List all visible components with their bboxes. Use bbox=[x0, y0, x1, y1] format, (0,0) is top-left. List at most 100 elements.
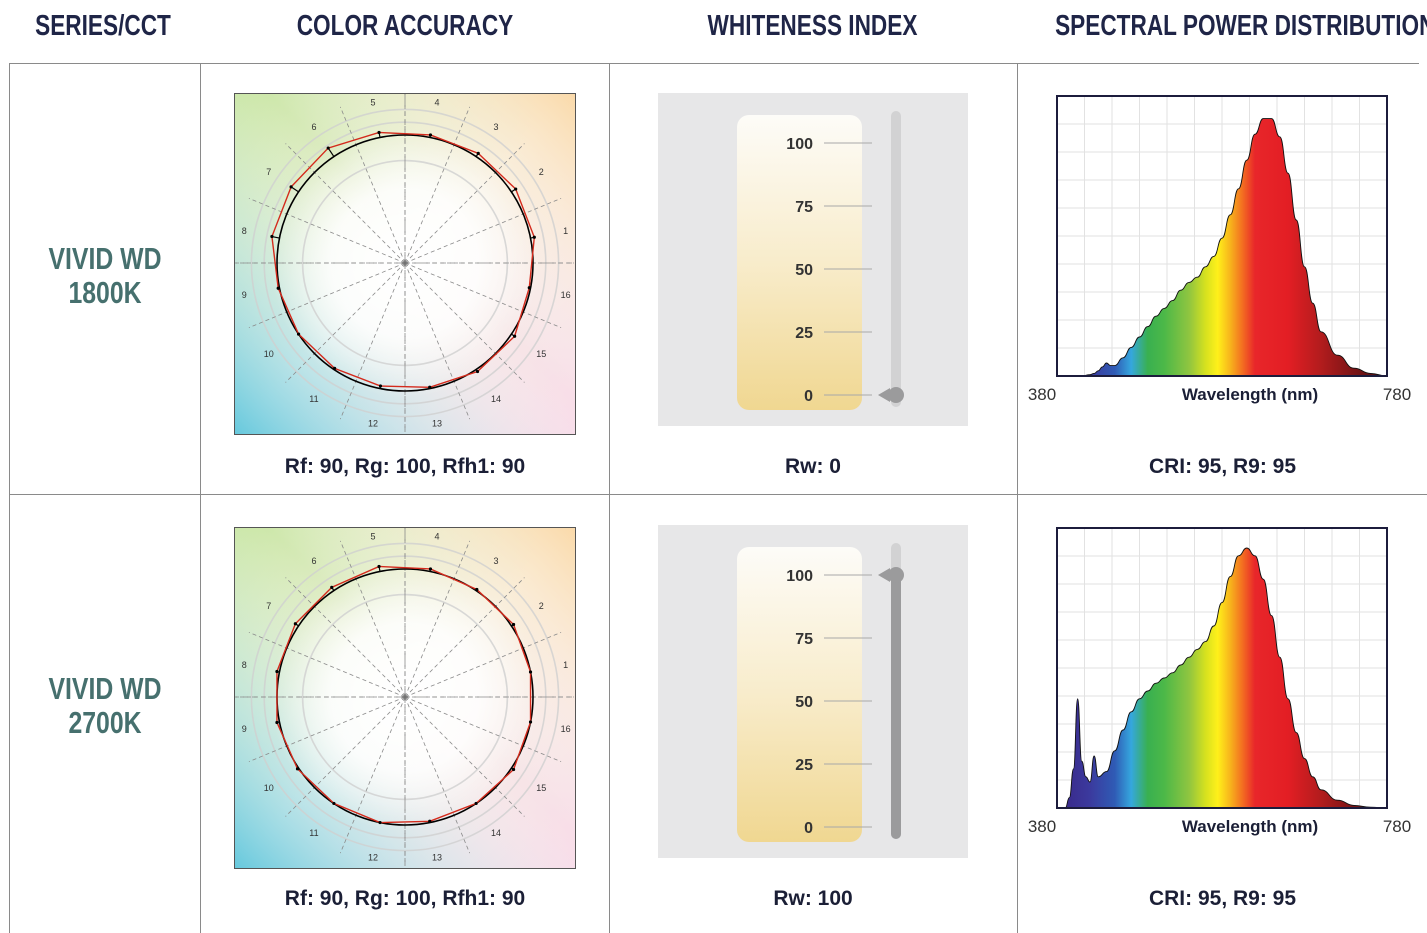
whiteness-tick-label: 25 bbox=[795, 325, 813, 342]
cvg-hue-label: 5 bbox=[371, 97, 376, 107]
cvg-hue-label: 1 bbox=[563, 660, 568, 670]
whiteness-knob bbox=[888, 387, 904, 403]
series-cct: 1800K bbox=[29, 276, 181, 310]
cvg-shift-point bbox=[379, 384, 382, 387]
row-divider bbox=[9, 494, 1427, 495]
cvg-shift-point bbox=[377, 565, 380, 568]
spd-xmin-label: 380 bbox=[1028, 385, 1056, 404]
cvg-hue-label: 13 bbox=[432, 853, 442, 863]
whiteness-tick-label: 25 bbox=[795, 757, 813, 774]
whiteness-tick-label: 0 bbox=[804, 388, 813, 405]
cvg-hue-label: 12 bbox=[368, 853, 378, 863]
spd-xaxis-title: Wavelength (nm) bbox=[1182, 817, 1318, 836]
whiteness-tick-label: 75 bbox=[795, 631, 813, 648]
spd-xmin-label: 380 bbox=[1028, 817, 1056, 836]
cvg-shift-point bbox=[429, 133, 432, 136]
cvg-hue-label: 2 bbox=[539, 167, 544, 177]
cvg-shift-point bbox=[275, 670, 278, 673]
cvg-hue-label: 3 bbox=[494, 122, 499, 132]
cvg-hue-label: 7 bbox=[266, 601, 271, 611]
cvg-shift-point bbox=[330, 586, 333, 589]
cvg-shift-point bbox=[428, 820, 431, 823]
whiteness-tick-label: 0 bbox=[804, 820, 813, 837]
cvg-shift-point bbox=[529, 670, 532, 673]
cvg-shift-point bbox=[512, 768, 515, 771]
cvg-shift-point bbox=[514, 187, 517, 190]
cvg-hue-label: 11 bbox=[309, 394, 318, 404]
cvg-hue-label: 6 bbox=[311, 556, 316, 566]
cvg-hue-label: 3 bbox=[494, 556, 499, 566]
cvg-hue-label: 11 bbox=[309, 828, 318, 838]
cvg-hue-label: 9 bbox=[242, 724, 247, 734]
cvg-hue-label: 1 bbox=[563, 226, 568, 236]
cvg-hue-label: 5 bbox=[371, 531, 376, 541]
series-name: VIVID WD bbox=[29, 242, 181, 276]
whiteness-tick-label: 100 bbox=[786, 568, 813, 585]
cvg-shift-point bbox=[533, 236, 536, 239]
cvg-shift-point bbox=[529, 720, 532, 723]
cvg-hue-label: 8 bbox=[242, 660, 247, 670]
cvg-shift-point bbox=[475, 588, 478, 591]
series-name: VIVID WD bbox=[29, 672, 181, 706]
whiteness-caption: Rw: 100 bbox=[618, 887, 1008, 911]
cvg-shift-point bbox=[294, 622, 297, 625]
cvg-shift-point bbox=[377, 131, 380, 134]
cvg-shift-point bbox=[378, 821, 381, 824]
whiteness-knob bbox=[888, 567, 904, 583]
cvg-shift-point bbox=[512, 623, 515, 626]
spd-chart: 380 780 Wavelength (nm) bbox=[1025, 90, 1425, 420]
cvg-hue-label: 2 bbox=[539, 601, 544, 611]
cvg-hue-label: 10 bbox=[264, 349, 274, 359]
whiteness-track bbox=[891, 111, 901, 407]
column-divider bbox=[1017, 63, 1018, 933]
cvg-shift-point bbox=[296, 767, 299, 770]
cvg-hue-label: 7 bbox=[266, 167, 271, 177]
color-accuracy-caption: Rf: 90, Rg: 100, Rfh1: 90 bbox=[210, 455, 600, 479]
cvg-hue-label: 6 bbox=[311, 122, 316, 132]
header-series-cct: SERIES/CCT bbox=[32, 6, 174, 46]
spd-xmax-label: 780 bbox=[1383, 385, 1411, 404]
whiteness-tick-label: 50 bbox=[795, 262, 813, 279]
cvg-shift-point bbox=[513, 335, 516, 338]
cvg-shift-point bbox=[475, 802, 478, 805]
cvg-shift-point bbox=[528, 286, 531, 289]
cvg-shift-point bbox=[333, 367, 336, 370]
cvg-shift-point bbox=[277, 287, 280, 290]
cvg-shift-point bbox=[332, 802, 335, 805]
cvg-shift-point bbox=[297, 333, 300, 336]
cvg-shift-point bbox=[270, 235, 273, 238]
header-spectral-power-distribution: SPECTRAL POWER DISTRIBUTION bbox=[1055, 6, 1389, 46]
series-label-1800K: VIVID WD 1800K bbox=[29, 242, 181, 310]
whiteness-fill bbox=[891, 575, 901, 839]
cvg-hue-label: 16 bbox=[561, 724, 571, 734]
column-divider bbox=[200, 63, 201, 933]
spd-xaxis-title: Wavelength (nm) bbox=[1182, 385, 1318, 404]
spd-caption: CRI: 95, R9: 95 bbox=[1025, 887, 1420, 911]
cvg-shift-point bbox=[477, 152, 480, 155]
series-cct: 2700K bbox=[29, 706, 181, 740]
cvg-hue-label: 12 bbox=[368, 419, 378, 429]
cvg-hue-label: 10 bbox=[264, 783, 274, 793]
cvg-hue-label: 14 bbox=[491, 828, 501, 838]
whiteness-index-gauge: 100 75 50 25 0 bbox=[658, 525, 968, 858]
cvg-hue-label: 16 bbox=[561, 290, 571, 300]
column-divider bbox=[609, 63, 610, 933]
cvg-hue-label: 15 bbox=[536, 349, 546, 359]
whiteness-tick-label: 75 bbox=[795, 199, 813, 216]
cvg-hue-label: 8 bbox=[242, 226, 247, 236]
cvg-shift-point bbox=[327, 146, 330, 149]
cvg-shift-point bbox=[429, 567, 432, 570]
whiteness-caption: Rw: 0 bbox=[618, 455, 1008, 479]
cvg-hue-label: 14 bbox=[491, 394, 501, 404]
header-color-accuracy: COLOR ACCURACY bbox=[276, 6, 533, 46]
cvg-hue-label: 9 bbox=[242, 290, 247, 300]
cvg-shift-point bbox=[476, 370, 479, 373]
spd-caption: CRI: 95, R9: 95 bbox=[1025, 455, 1420, 479]
cvg-hue-label: 13 bbox=[432, 419, 442, 429]
cvg-hue-label: 15 bbox=[536, 783, 546, 793]
whiteness-tick-label: 50 bbox=[795, 694, 813, 711]
header-whiteness-index: WHITENESS INDEX bbox=[686, 6, 940, 46]
